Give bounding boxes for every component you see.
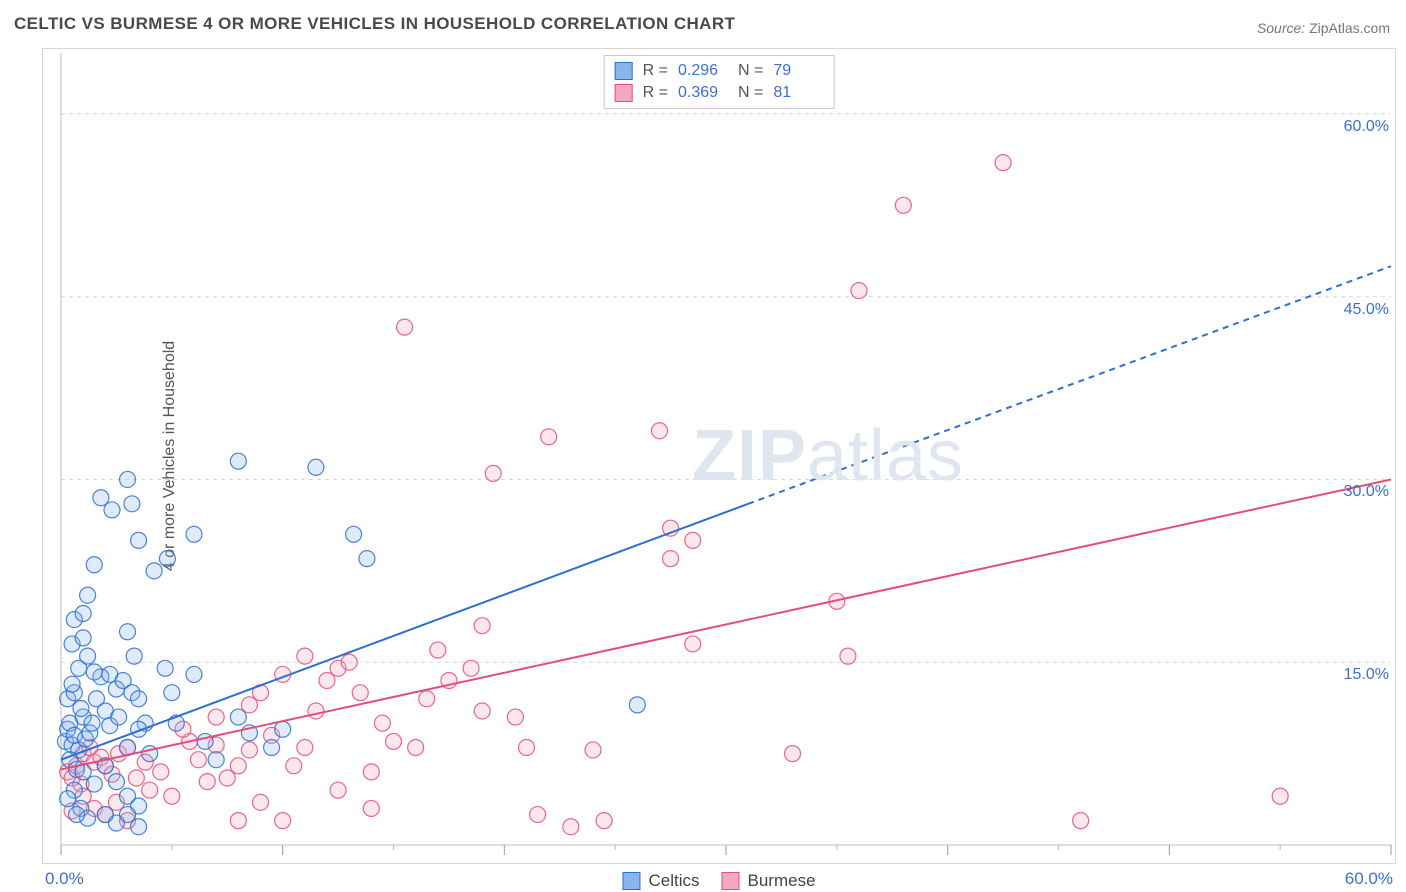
swatch-celtics [615, 62, 633, 80]
swatch-celtics [622, 872, 640, 890]
r-value-celtics: 0.296 [678, 62, 728, 80]
chart-area: 4 or more Vehicles in Household ZIPatlas… [42, 48, 1396, 864]
source-label: Source: [1257, 20, 1305, 36]
stats-row-burmese: R = 0.369 N = 81 [615, 82, 824, 104]
x-axis-min-label: 0.0% [45, 869, 84, 889]
r-label: R = [643, 84, 668, 102]
r-value-burmese: 0.369 [678, 84, 728, 102]
chart-container: CELTIC VS BURMESE 4 OR MORE VEHICLES IN … [0, 0, 1406, 892]
y-tick-label: 15.0% [1344, 666, 1389, 684]
x-axis-max-label: 60.0% [1345, 869, 1393, 889]
stats-row-celtics: R = 0.296 N = 79 [615, 60, 824, 82]
source-attribution: Source: ZipAtlas.com [1257, 20, 1390, 36]
y-tick-label: 60.0% [1344, 118, 1389, 136]
source-value: ZipAtlas.com [1309, 20, 1390, 36]
swatch-burmese [615, 84, 633, 102]
r-label: R = [643, 62, 668, 80]
legend-item-celtics: Celtics [622, 871, 699, 891]
n-label: N = [738, 62, 763, 80]
stats-legend: R = 0.296 N = 79 R = 0.369 N = 81 [604, 55, 835, 109]
y-tick-label: 45.0% [1344, 301, 1389, 319]
n-value-burmese: 81 [773, 84, 823, 102]
swatch-burmese [721, 872, 739, 890]
legend-label-burmese: Burmese [747, 871, 815, 891]
plot-svg [43, 49, 1395, 863]
legend-label-celtics: Celtics [648, 871, 699, 891]
series-legend: Celtics Burmese [622, 871, 815, 891]
n-value-celtics: 79 [773, 62, 823, 80]
chart-title: CELTIC VS BURMESE 4 OR MORE VEHICLES IN … [14, 14, 735, 34]
y-tick-label: 30.0% [1344, 483, 1389, 501]
n-label: N = [738, 84, 763, 102]
legend-item-burmese: Burmese [721, 871, 815, 891]
